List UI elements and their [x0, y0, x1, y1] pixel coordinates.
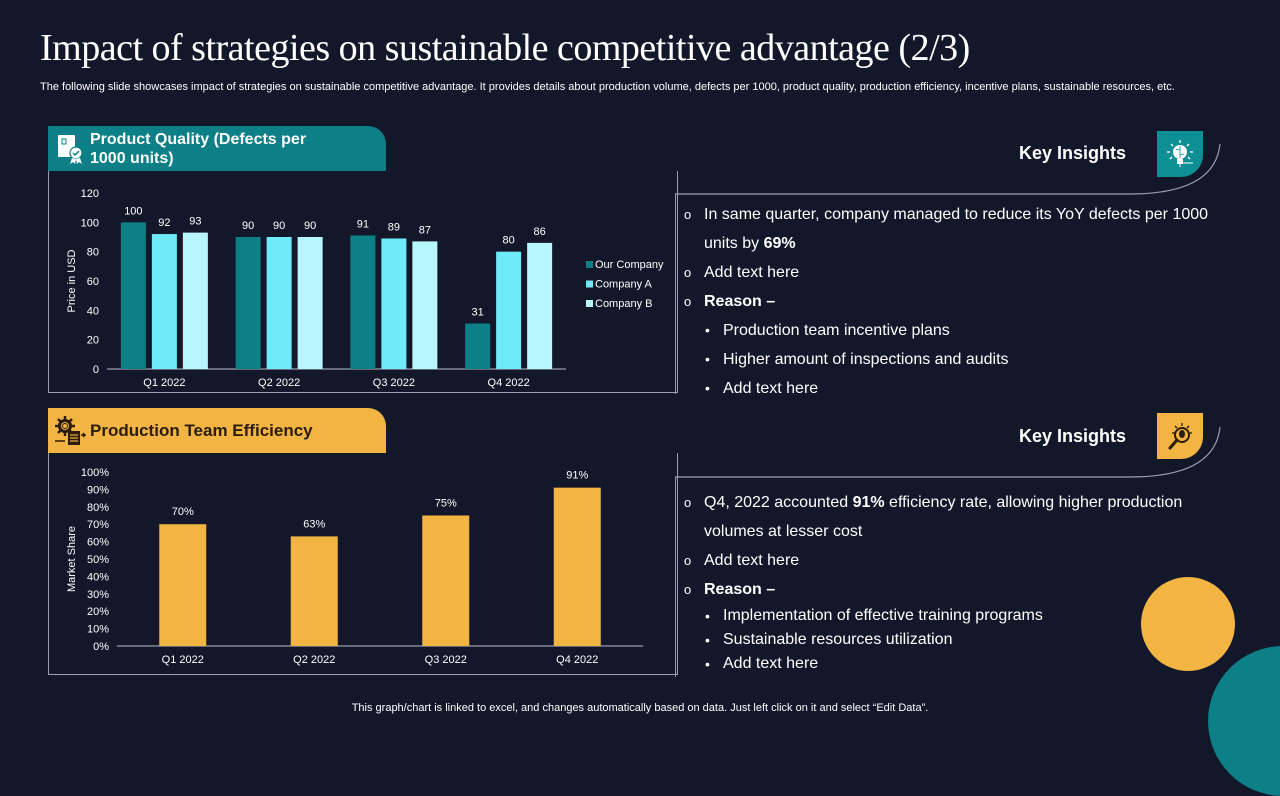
bullet-circle-icon: o [684, 207, 692, 222]
bullet-dot-icon: • [705, 656, 710, 672]
product-quality-header: Product Quality (Defects per 1000 units) [48, 126, 386, 171]
insight-text: efficiency rate, allowing higher product… [704, 494, 1183, 540]
footer-note: This graph/chart is linked to excel, and… [351, 702, 929, 714]
insight-frame-1 [675, 144, 1221, 195]
lightbulb-brain-icon [1157, 131, 1203, 177]
decorative-gold-circle [1141, 577, 1235, 671]
quality-badge-icon [52, 131, 88, 167]
insight-item: o Reason – [684, 287, 1224, 316]
bullet-circle-icon: o [684, 582, 692, 597]
insight-text: 69% [763, 235, 796, 252]
insight-border-1 [675, 194, 676, 394]
insight-item: • Add text here [684, 374, 1224, 403]
bullet-circle-icon: o [684, 495, 692, 510]
insight-text: Q4, 2022 accounted [704, 494, 853, 511]
bullet-circle-icon: o [684, 265, 692, 280]
insight-text: Add text here [704, 264, 800, 281]
insight-text: 91% [852, 494, 885, 511]
bullet-dot-icon: • [705, 351, 710, 367]
insight-text: Add text here [723, 655, 819, 672]
insight-item: • Implementation of effective training pr… [684, 604, 1224, 628]
insight-border-2 [675, 477, 676, 677]
insight-text: In same quarter, company managed to redu… [704, 206, 1209, 252]
insight-list-2: o Q4, 2022 accounted 91% efficiency rate,… [684, 488, 1224, 676]
product-quality-title: Product Quality (Defects per 1000 units) [90, 130, 307, 167]
slide-title: Impact of strategies on sustainable comp… [40, 27, 970, 69]
insight-frame-2 [675, 427, 1221, 478]
insight-item: o Add text here [684, 258, 1224, 287]
insight-text: Add text here [704, 552, 800, 569]
key-insights-title-2: Key Insights [1019, 426, 1127, 446]
insight-item: o Q4, 2022 accounted 91% efficiency rate,… [684, 488, 1224, 546]
insight-text: Sustainable resources utilization [723, 631, 953, 648]
insight-item: o Add text here [684, 546, 1224, 575]
insight-text: Reason – [704, 293, 776, 310]
bullet-dot-icon: • [705, 380, 710, 396]
lightbulb-magnifier-icon [1157, 413, 1203, 459]
insight-item: • Add text here [684, 652, 1224, 676]
key-insights-title-1: Key Insights [1019, 143, 1127, 163]
product-quality-chart-frame [48, 171, 678, 393]
insight-item: • Higher amount of inspections and audits [684, 345, 1224, 374]
insight-item: o Reason – [684, 575, 1224, 604]
insight-text: Higher amount of inspections and audits [723, 351, 1009, 368]
insight-list-1: o In same quarter, company managed to red… [684, 200, 1224, 403]
production-efficiency-title: Production Team Efficiency [90, 421, 313, 440]
bullet-circle-icon: o [684, 553, 692, 568]
production-efficiency-header: Production Team Efficiency [48, 408, 386, 453]
insight-text: Add text here [723, 380, 819, 397]
insight-text: Implementation of effective training pro… [723, 607, 1043, 624]
insight-text: Production team incentive plans [723, 322, 950, 339]
bullet-dot-icon: • [705, 632, 710, 648]
bullet-dot-icon: • [705, 322, 710, 338]
production-efficiency-chart-frame [48, 453, 678, 675]
insight-item: • Sustainable resources utilization [684, 628, 1224, 652]
bullet-dot-icon: • [705, 608, 710, 624]
bullet-circle-icon: o [684, 294, 692, 309]
slide-subtitle: The following slide showcases impact of … [40, 81, 1175, 93]
gear-document-icon [52, 413, 88, 449]
insight-item: • Production team incentive plans [684, 316, 1224, 345]
insight-text: Reason – [704, 581, 776, 598]
insight-item: o In same quarter, company managed to red… [684, 200, 1224, 258]
